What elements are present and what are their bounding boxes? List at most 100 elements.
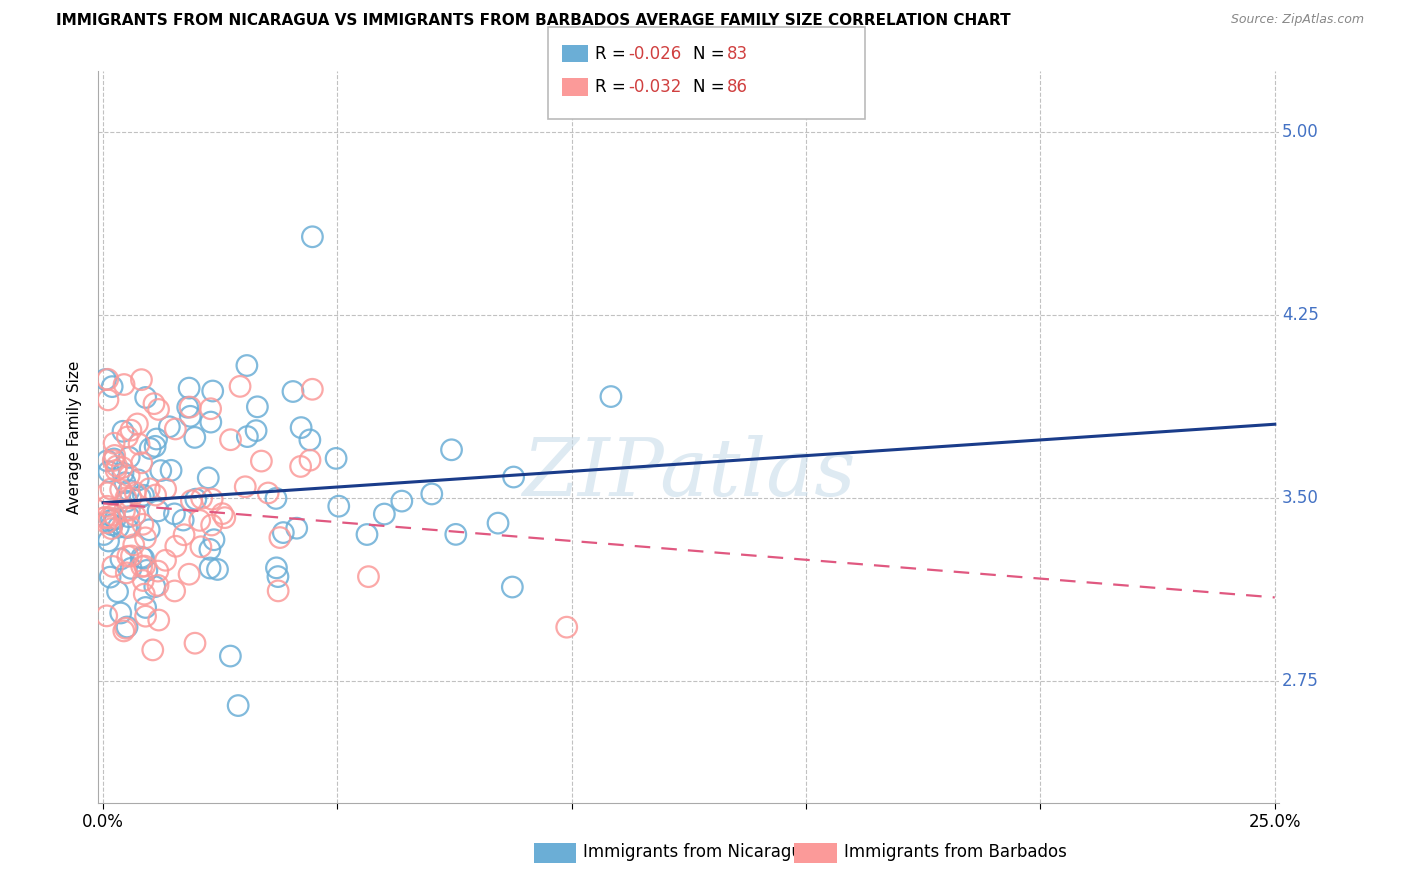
- Point: [120, 423, 142, 437]
- Point: [107, 520, 129, 534]
- Point: [132, 488, 155, 502]
- Point: [97, 392, 120, 407]
- Point: [98, 570, 121, 584]
- Text: 86: 86: [727, 78, 748, 96]
- Point: [105, 459, 128, 474]
- Point: [120, 520, 142, 534]
- Point: [201, 518, 224, 533]
- Point: [96, 608, 118, 623]
- Point: [207, 562, 229, 576]
- Point: [94, 372, 117, 386]
- Point: [135, 391, 157, 405]
- Point: [134, 587, 156, 601]
- Text: Immigrants from Nicaragua: Immigrants from Nicaragua: [583, 843, 813, 861]
- Point: [111, 467, 134, 481]
- Text: 83: 83: [727, 45, 748, 62]
- Point: [502, 470, 524, 484]
- Point: [146, 578, 169, 592]
- Point: [93, 511, 115, 525]
- Point: [301, 382, 323, 396]
- Point: [117, 430, 139, 444]
- Point: [105, 463, 128, 477]
- Point: [148, 402, 170, 417]
- Point: [145, 488, 167, 502]
- Point: [100, 482, 122, 496]
- Point: [486, 516, 509, 530]
- Point: [143, 397, 166, 411]
- Text: N =: N =: [693, 78, 730, 96]
- Point: [118, 509, 141, 524]
- Point: [128, 437, 150, 451]
- Point: [135, 609, 157, 624]
- Point: [134, 559, 156, 574]
- Point: [103, 452, 125, 467]
- Point: [100, 522, 122, 536]
- Text: Immigrants from Barbados: Immigrants from Barbados: [844, 843, 1067, 861]
- Point: [115, 620, 138, 634]
- Point: [96, 454, 118, 468]
- Point: [94, 510, 117, 524]
- Point: [180, 493, 202, 508]
- Point: [420, 487, 443, 501]
- Point: [236, 429, 259, 443]
- Point: [146, 504, 169, 518]
- Point: [120, 549, 142, 563]
- Point: [440, 442, 463, 457]
- Point: [269, 531, 291, 545]
- Point: [115, 494, 138, 508]
- Point: [328, 499, 350, 513]
- Point: [149, 464, 172, 478]
- Point: [179, 400, 201, 414]
- Point: [114, 475, 136, 490]
- Point: [93, 527, 115, 541]
- Point: [124, 508, 146, 523]
- Text: ZIPatlas: ZIPatlas: [522, 435, 856, 512]
- Point: [135, 600, 157, 615]
- Point: [114, 621, 136, 635]
- Point: [600, 390, 623, 404]
- Point: [118, 468, 141, 483]
- Point: [112, 624, 135, 638]
- Point: [127, 417, 149, 431]
- Point: [290, 420, 312, 434]
- Point: [356, 527, 378, 541]
- Point: [155, 482, 177, 496]
- Point: [124, 485, 146, 500]
- Point: [112, 377, 135, 392]
- Point: [115, 491, 138, 505]
- Text: 3.50: 3.50: [1282, 489, 1319, 507]
- Point: [229, 379, 252, 393]
- Point: [211, 507, 233, 521]
- Point: [198, 561, 221, 575]
- Point: [146, 564, 169, 578]
- Point: [111, 425, 134, 439]
- Point: [190, 540, 212, 554]
- Point: [98, 511, 121, 525]
- Point: [143, 580, 166, 594]
- Point: [117, 549, 139, 564]
- Point: [138, 523, 160, 537]
- Point: [301, 229, 323, 244]
- Text: 2.75: 2.75: [1282, 672, 1319, 690]
- Text: -0.026: -0.026: [628, 45, 682, 62]
- Point: [114, 504, 136, 518]
- Point: [233, 480, 256, 494]
- Point: [373, 507, 395, 521]
- Point: [163, 584, 186, 599]
- Point: [138, 482, 160, 496]
- Point: [118, 450, 141, 465]
- Point: [165, 539, 187, 553]
- Point: [214, 510, 236, 524]
- Point: [325, 451, 347, 466]
- Point: [132, 517, 155, 532]
- Point: [142, 643, 165, 657]
- Point: [245, 424, 267, 438]
- Text: Source: ZipAtlas.com: Source: ZipAtlas.com: [1230, 13, 1364, 27]
- Point: [120, 561, 142, 575]
- Text: 5.00: 5.00: [1282, 123, 1319, 141]
- Point: [246, 400, 269, 414]
- Point: [184, 430, 207, 444]
- Point: [118, 483, 141, 498]
- Point: [111, 460, 134, 475]
- Point: [267, 583, 290, 598]
